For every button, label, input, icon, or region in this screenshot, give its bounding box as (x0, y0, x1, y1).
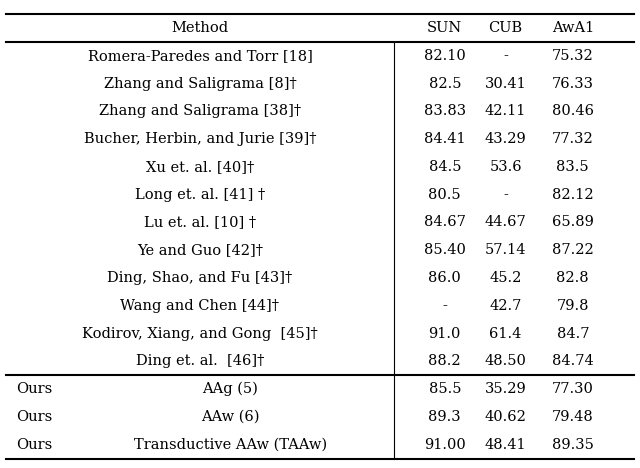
Text: Zhang and Saligrama [38]†: Zhang and Saligrama [38]† (99, 104, 301, 118)
Text: Transductive AAw (TAAw): Transductive AAw (TAAw) (134, 438, 327, 452)
Text: 86.0: 86.0 (428, 271, 461, 285)
Text: 43.29: 43.29 (484, 132, 527, 146)
Text: Ding, Shao, and Fu [43]†: Ding, Shao, and Fu [43]† (108, 271, 292, 285)
Text: 53.6: 53.6 (490, 160, 522, 174)
Text: 85.5: 85.5 (429, 382, 461, 396)
Text: 61.4: 61.4 (490, 327, 522, 341)
Text: Method: Method (172, 21, 228, 35)
Text: 45.2: 45.2 (490, 271, 522, 285)
Text: 48.41: 48.41 (484, 438, 527, 452)
Text: Ding et. al.  [46]†: Ding et. al. [46]† (136, 354, 264, 368)
Text: 83.5: 83.5 (557, 160, 589, 174)
Text: 83.83: 83.83 (424, 104, 466, 118)
Text: 57.14: 57.14 (485, 243, 526, 257)
Text: AAg (5): AAg (5) (202, 382, 259, 396)
Text: 77.32: 77.32 (552, 132, 594, 146)
Text: 82.10: 82.10 (424, 49, 466, 63)
Text: 89.3: 89.3 (429, 410, 461, 424)
Text: 89.35: 89.35 (552, 438, 594, 452)
Text: Ye and Guo [42]†: Ye and Guo [42]† (137, 243, 263, 257)
Text: 30.41: 30.41 (484, 76, 527, 90)
Text: Kodirov, Xiang, and Gong  [45]†: Kodirov, Xiang, and Gong [45]† (82, 327, 318, 341)
Text: Bucher, Herbin, and Jurie [39]†: Bucher, Herbin, and Jurie [39]† (84, 132, 316, 146)
Text: 76.33: 76.33 (552, 76, 594, 90)
Text: 42.7: 42.7 (490, 299, 522, 313)
Text: AAw (6): AAw (6) (201, 410, 260, 424)
Text: -: - (442, 299, 447, 313)
Text: Wang and Chen [44]†: Wang and Chen [44]† (120, 299, 280, 313)
Text: Zhang and Saligrama [8]†: Zhang and Saligrama [8]† (104, 76, 296, 90)
Text: Lu et. al. [10] †: Lu et. al. [10] † (144, 215, 256, 229)
Text: 84.67: 84.67 (424, 215, 466, 229)
Text: 40.62: 40.62 (484, 410, 527, 424)
Text: Long et. al. [41] †: Long et. al. [41] † (135, 188, 265, 202)
Text: 75.32: 75.32 (552, 49, 594, 63)
Text: 48.50: 48.50 (484, 354, 527, 368)
Text: 85.40: 85.40 (424, 243, 466, 257)
Text: 84.7: 84.7 (557, 327, 589, 341)
Text: 77.30: 77.30 (552, 382, 594, 396)
Text: 80.46: 80.46 (552, 104, 594, 118)
Text: Romera-Paredes and Torr [18]: Romera-Paredes and Torr [18] (88, 49, 312, 63)
Text: 44.67: 44.67 (484, 215, 527, 229)
Text: 82.12: 82.12 (552, 188, 594, 202)
Text: 80.5: 80.5 (429, 188, 461, 202)
Text: 84.41: 84.41 (424, 132, 466, 146)
Text: -: - (503, 188, 508, 202)
Text: CUB: CUB (488, 21, 523, 35)
Text: AwA1: AwA1 (552, 21, 594, 35)
Text: Xu et. al. [40]†: Xu et. al. [40]† (146, 160, 254, 174)
Text: SUN: SUN (427, 21, 463, 35)
Text: 84.74: 84.74 (552, 354, 594, 368)
Text: 91.0: 91.0 (429, 327, 461, 341)
Text: 79.8: 79.8 (557, 299, 589, 313)
Text: 42.11: 42.11 (485, 104, 526, 118)
Text: Ours: Ours (16, 410, 52, 424)
Text: 65.89: 65.89 (552, 215, 594, 229)
Text: 84.5: 84.5 (429, 160, 461, 174)
Text: 82.8: 82.8 (557, 271, 589, 285)
Text: Ours: Ours (16, 382, 52, 396)
Text: 79.48: 79.48 (552, 410, 594, 424)
Text: -: - (503, 49, 508, 63)
Text: 82.5: 82.5 (429, 76, 461, 90)
Text: 91.00: 91.00 (424, 438, 466, 452)
Text: 88.2: 88.2 (429, 354, 461, 368)
Text: 35.29: 35.29 (484, 382, 527, 396)
Text: 87.22: 87.22 (552, 243, 594, 257)
Text: Ours: Ours (16, 438, 52, 452)
